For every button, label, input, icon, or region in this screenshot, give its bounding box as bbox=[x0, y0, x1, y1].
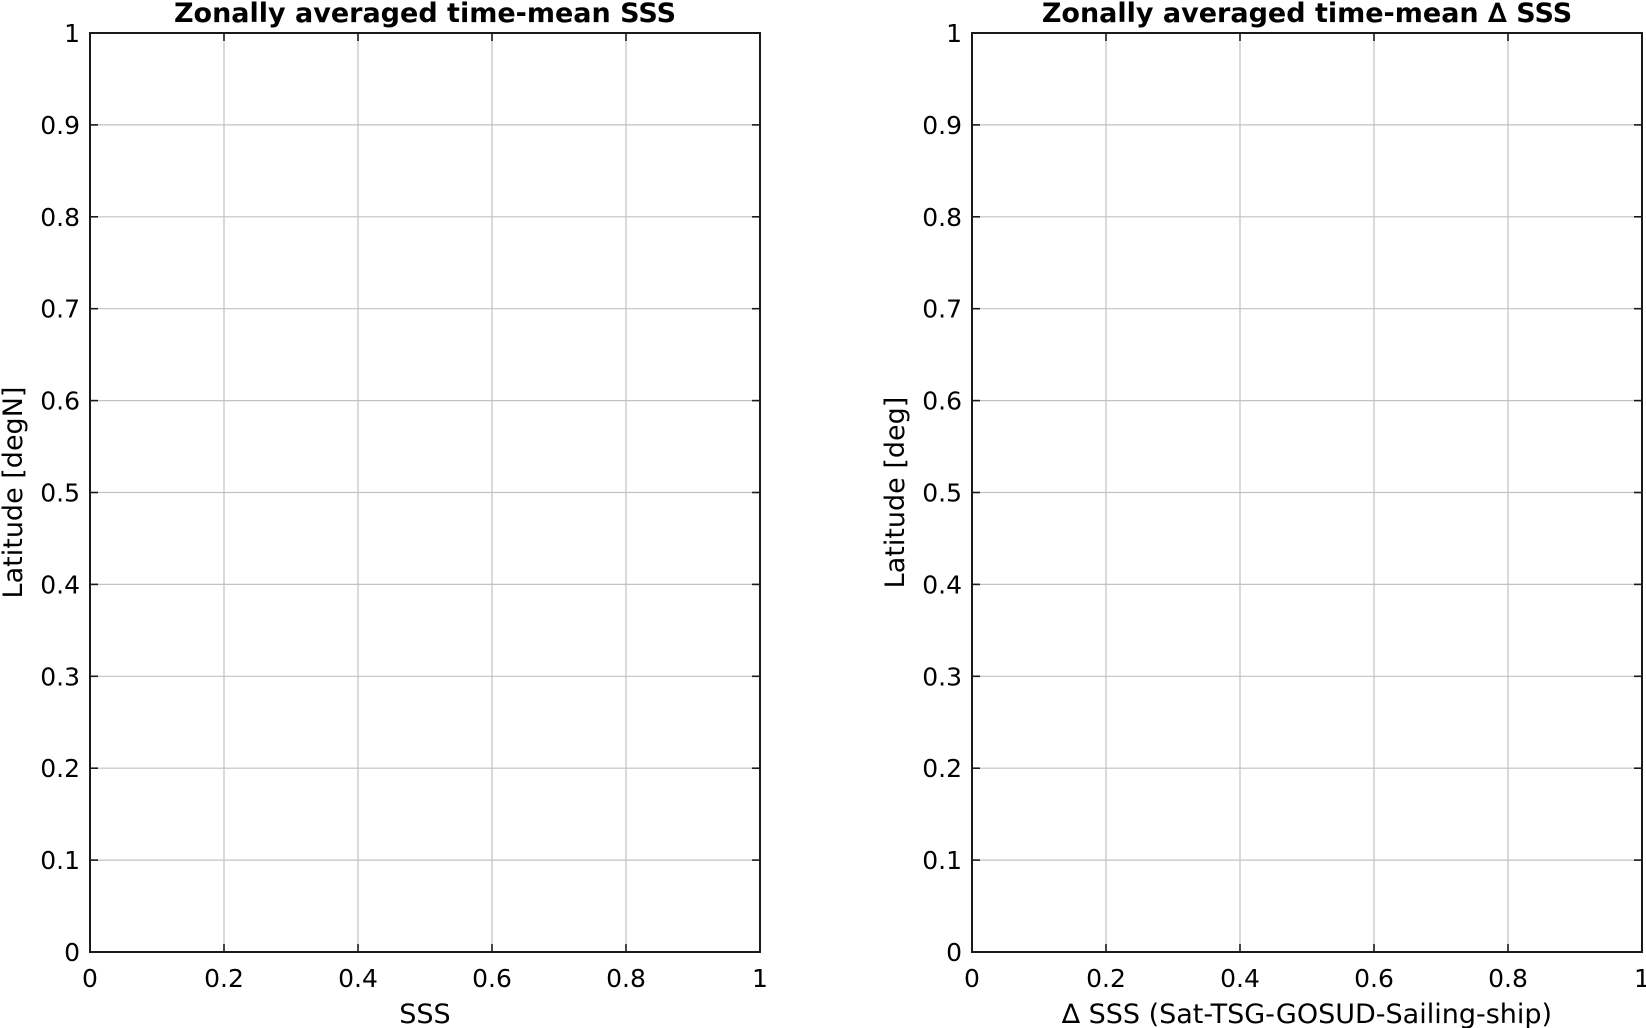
chart-left-ytick-label: 0.7 bbox=[40, 295, 80, 324]
chart-left-ytick-label: 0.9 bbox=[40, 111, 80, 140]
chart-right-ticks bbox=[971, 32, 1643, 953]
chart-left-xtick-label: 0.4 bbox=[338, 964, 378, 993]
chart-left-ylabel: Latitude [degN] bbox=[0, 387, 29, 599]
chart-left-ytick-label: 0.4 bbox=[40, 570, 80, 599]
chart-left-xtick-label: 0.6 bbox=[472, 964, 512, 993]
chart-right-ytick-label: 0.8 bbox=[922, 203, 962, 232]
chart-left-xtick-label: 1 bbox=[752, 964, 768, 993]
chart-right-xtick-label: 0 bbox=[964, 964, 980, 993]
chart-right-ytick-label: 1 bbox=[946, 19, 962, 48]
chart-right-gridlines bbox=[972, 33, 1642, 952]
chart-right-ytick-label: 0.2 bbox=[922, 754, 962, 783]
chart-right-ytick-label: 0.5 bbox=[922, 479, 962, 508]
chart-left: 0 0.2 0.4 0.6 0.8 1 0 0.1 0.2 0.3 0.4 0.5 0.6 0.7 0.8 0… bbox=[0, 0, 768, 1028]
chart-left-ytick-label: 0.2 bbox=[40, 754, 80, 783]
chart-right: 0 0.2 0.4 0.6 0.8 1 0 0.1 0.2 0.3 0.4 0.5 0.6 0.7 0.8 0… bbox=[880, 0, 1646, 1028]
chart-right-xtick-label: 0.4 bbox=[1220, 964, 1260, 993]
chart-left-ytick-label: 0.1 bbox=[40, 846, 80, 875]
chart-right-xtick-label: 0.8 bbox=[1488, 964, 1528, 993]
chart-right-ytick-label: 0.1 bbox=[922, 846, 962, 875]
chart-right-ytick-label: 0.9 bbox=[922, 111, 962, 140]
chart-left-xtick-label: 0.8 bbox=[606, 964, 646, 993]
chart-left-ytick-label: 1 bbox=[64, 19, 80, 48]
chart-left-gridlines bbox=[90, 33, 760, 952]
chart-left-title: Zonally averaged time-mean SSS bbox=[174, 0, 676, 29]
chart-right-ytick-label: 0.7 bbox=[922, 295, 962, 324]
chart-right-xtick-label: 0.2 bbox=[1086, 964, 1126, 993]
chart-right-title: Zonally averaged time-mean ∆ SSS bbox=[1042, 0, 1572, 29]
chart-right-ytick-label: 0 bbox=[946, 938, 962, 967]
chart-left-xtick-label: 0.2 bbox=[204, 964, 244, 993]
chart-left-xlabel: SSS bbox=[399, 999, 450, 1028]
chart-left-ytick-label: 0.3 bbox=[40, 662, 80, 691]
chart-left-ytick-label: 0.6 bbox=[40, 387, 80, 416]
chart-right-ylabel: Latitude [deg] bbox=[880, 397, 911, 589]
chart-right-xtick-label: 0.6 bbox=[1354, 964, 1394, 993]
chart-right-ytick-label: 0.6 bbox=[922, 387, 962, 416]
chart-right-tick-labels: 0 0.2 0.4 0.6 0.8 1 0 0.1 0.2 0.3 0.4 0.5 0.6 0.7 0.8 0… bbox=[922, 19, 1646, 993]
chart-right-xtick-label: 1 bbox=[1634, 964, 1646, 993]
chart-right-ytick-label: 0.3 bbox=[922, 662, 962, 691]
chart-left-xtick-label: 0 bbox=[82, 964, 98, 993]
chart-left-tick-labels: 0 0.2 0.4 0.6 0.8 1 0 0.1 0.2 0.3 0.4 0.5 0.6 0.7 0.8 0… bbox=[40, 19, 768, 993]
chart-left-ticks bbox=[89, 32, 761, 953]
chart-right-ytick-label: 0.4 bbox=[922, 570, 962, 599]
chart-left-ytick-label: 0 bbox=[64, 938, 80, 967]
chart-left-ytick-label: 0.5 bbox=[40, 479, 80, 508]
chart-right-xlabel: ∆ SSS (Sat-TSG-GOSUD-Sailing-ship) bbox=[1061, 999, 1552, 1028]
chart-left-ytick-label: 0.8 bbox=[40, 203, 80, 232]
